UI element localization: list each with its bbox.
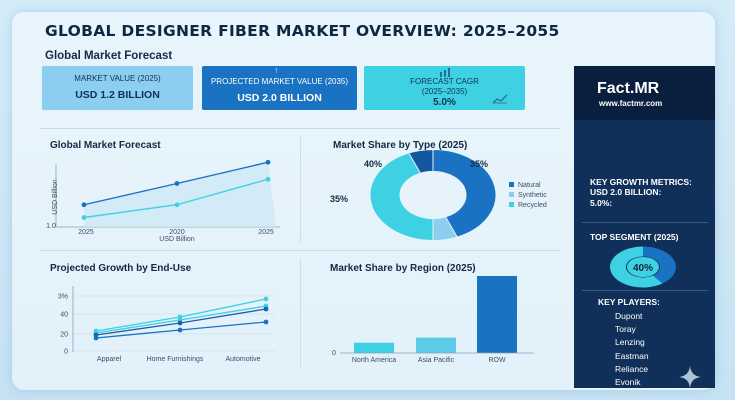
y-tick-label: 0 bbox=[332, 350, 336, 357]
data-point bbox=[81, 202, 87, 208]
data-point bbox=[81, 215, 87, 220]
region-bar-chart: 0 North America Asia Pacific ROW bbox=[332, 276, 534, 364]
donut-slice bbox=[369, 152, 434, 241]
key-players-title: KEY PLAYERS: bbox=[598, 297, 660, 307]
slice-label: 35% bbox=[470, 159, 488, 169]
x-tick-label: Automotive bbox=[225, 356, 260, 363]
y-tick-label: 3% bbox=[58, 294, 68, 301]
divider-vertical-top bbox=[300, 135, 301, 243]
y-tick-label: 20 bbox=[60, 332, 68, 339]
legend-label: Recycled bbox=[518, 202, 547, 209]
divider-top bbox=[40, 128, 560, 129]
bar bbox=[477, 276, 517, 353]
cagr-period: (2025–2035) bbox=[421, 87, 468, 96]
cagr-label: FORECAST CAGR bbox=[410, 77, 479, 86]
sidebar-divider-1 bbox=[582, 222, 708, 223]
data-point bbox=[177, 327, 183, 333]
key-players-list: Dupont Toray Lenzing Eastman Reliance Ev… bbox=[615, 310, 649, 389]
player-item: Reliance bbox=[615, 363, 649, 374]
growth-metric-rate: 5.0%: bbox=[590, 198, 613, 208]
sidebar-divider-2 bbox=[582, 290, 708, 291]
donut-slice bbox=[432, 150, 497, 238]
region-chart-title: Market Share by Region (2025) bbox=[330, 263, 476, 274]
data-point bbox=[174, 202, 180, 208]
trend-line-icon bbox=[492, 91, 508, 109]
y-axis-label: USD Billion bbox=[52, 179, 59, 215]
legend-label: Natural bbox=[518, 182, 541, 189]
bar bbox=[416, 337, 456, 353]
divider-middle bbox=[40, 250, 560, 251]
projected-value-label: PROJECTED MARKET VALUE (2035) bbox=[210, 77, 349, 86]
data-point bbox=[263, 306, 269, 312]
brand-url[interactable]: www.factmr.com bbox=[599, 99, 663, 108]
x-tick-label: 2025 bbox=[78, 229, 94, 236]
divider-vertical-bottom bbox=[300, 258, 301, 368]
brand-logo: Fact.MR bbox=[597, 80, 660, 97]
arrow-up-icon: ↑ bbox=[274, 65, 279, 75]
slice-label: 35% bbox=[330, 194, 348, 204]
y-tick-label: 1.0 bbox=[46, 223, 56, 230]
x-tick-label: Apparel bbox=[97, 356, 122, 363]
type-share-donut-chart: 40% 35% 35% Natural Synthetic Recycled bbox=[330, 150, 547, 241]
chart-icon bbox=[439, 68, 451, 79]
growth-chart-title: Projected Growth by End-Use bbox=[50, 263, 192, 274]
x-tick-label: 2020 bbox=[169, 229, 185, 236]
y-tick-label: 40 bbox=[60, 312, 68, 319]
page-title: GLOBAL DESIGNER FIBER MARKET OVERVIEW: 2… bbox=[45, 22, 560, 40]
x-tick-label: ROW bbox=[488, 357, 506, 364]
data-point bbox=[263, 296, 269, 302]
projected-value: USD 2.0 BILLION bbox=[237, 92, 322, 104]
brand-box bbox=[574, 66, 715, 120]
legend-swatch bbox=[509, 192, 514, 197]
x-tick-label: 2025 bbox=[258, 229, 274, 236]
top-segment-donut: 40% bbox=[610, 246, 676, 288]
x-tick-label: Asia Pacific bbox=[418, 357, 455, 364]
x-axis-label: USD Billion bbox=[159, 236, 195, 243]
player-item: Lenzing bbox=[615, 337, 645, 348]
donut-slice bbox=[408, 150, 434, 174]
data-point bbox=[263, 319, 269, 325]
data-point bbox=[265, 159, 271, 165]
growth-metric-value: USD 2.0 BILLION: bbox=[590, 187, 662, 197]
projected-value-card: ↑ PROJECTED MARKET VALUE (2035) USD 2.0 … bbox=[202, 65, 357, 110]
segment-share-slice bbox=[643, 246, 676, 284]
section-subtitle: Global Market Forecast bbox=[45, 50, 173, 62]
x-tick-label: North America bbox=[352, 357, 396, 364]
cagr-card: FORECAST CAGR (2025–2035) 5.0% bbox=[364, 66, 525, 110]
player-item: Dupont bbox=[615, 311, 643, 321]
type-share-chart-title: Market Share by Type (2025) bbox=[333, 140, 468, 151]
segment-center bbox=[627, 257, 659, 277]
cagr-value: 5.0% bbox=[433, 97, 456, 108]
bar bbox=[354, 342, 394, 353]
market-value-card: MARKET VALUE (2025) USD 1.2 BILLION bbox=[42, 66, 193, 110]
player-item: Eastman bbox=[615, 350, 649, 361]
market-value-label: MARKET VALUE (2025) bbox=[74, 74, 161, 83]
slice-label: 40% bbox=[364, 159, 382, 169]
x-tick-label: Home Furnishings bbox=[147, 356, 204, 363]
legend-label: Synthetic bbox=[518, 192, 547, 199]
market-value: USD 1.2 BILLION bbox=[75, 89, 160, 101]
y-tick-label: 0 bbox=[64, 349, 68, 356]
growth-line-chart: 0 20 40 3% Apparel Home Furnishings Automotive bbox=[58, 286, 276, 363]
segment-remainder-slice bbox=[610, 246, 663, 288]
player-item: Toray bbox=[615, 324, 636, 335]
data-point bbox=[93, 335, 99, 341]
top-segment-title: TOP SEGMENT (2025) bbox=[590, 232, 679, 242]
data-point bbox=[177, 320, 183, 326]
legend-swatch bbox=[509, 202, 514, 207]
forecast-line-chart: 2025 2020 2025 USD Billion 1.0 USD Billion bbox=[46, 159, 280, 243]
data-point bbox=[174, 181, 180, 186]
player-item: Evonik bbox=[615, 377, 641, 388]
sparkle-icon bbox=[679, 366, 701, 388]
legend-swatch bbox=[509, 182, 514, 187]
growth-metrics-title: KEY GROWTH METRICS: bbox=[590, 177, 692, 187]
segment-value: 40% bbox=[633, 263, 653, 274]
data-point bbox=[265, 176, 271, 182]
area-fill bbox=[84, 162, 276, 227]
forecast-chart-title: Global Market Forecast bbox=[50, 140, 161, 151]
